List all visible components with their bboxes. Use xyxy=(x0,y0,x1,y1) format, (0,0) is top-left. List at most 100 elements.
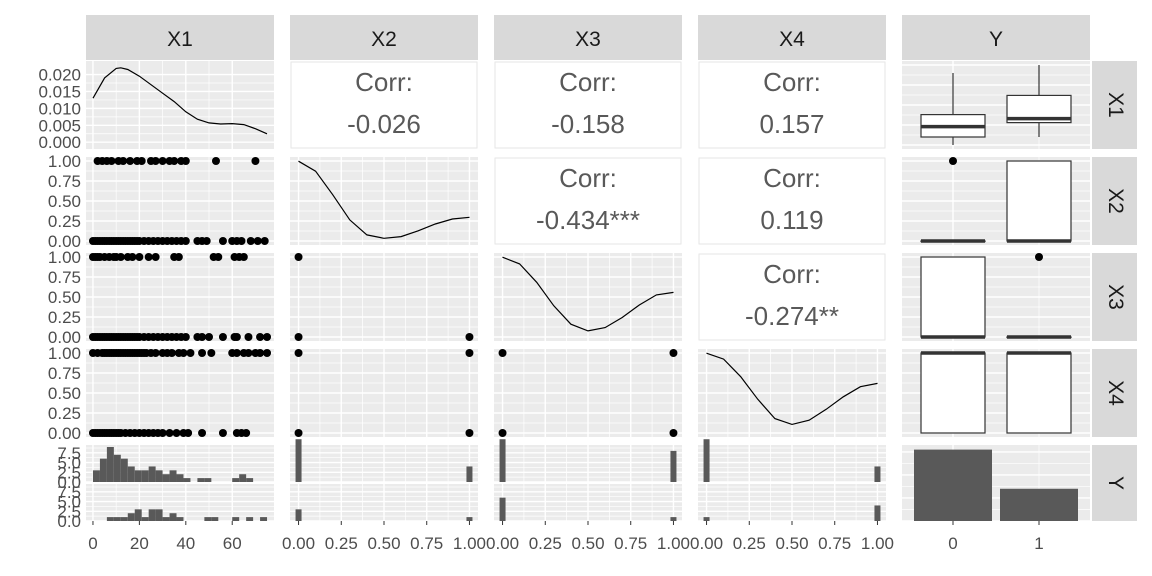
hist-bar xyxy=(169,470,177,482)
hist-bar xyxy=(499,439,506,482)
point xyxy=(202,237,211,245)
hist-bar xyxy=(148,466,156,482)
corr-value: -0.274** xyxy=(745,301,839,331)
panel-box-X3 xyxy=(902,253,1090,341)
panel-box-X1 xyxy=(902,61,1090,149)
boxplot-X3-Y0 xyxy=(920,256,986,339)
panel-hist-X3-Y0 xyxy=(494,439,682,483)
point xyxy=(181,237,190,245)
strip-col-X4 xyxy=(698,15,886,60)
point xyxy=(498,349,507,357)
point xyxy=(260,237,269,245)
point xyxy=(244,349,253,357)
hist-bar xyxy=(295,439,302,482)
ytick-label-X1: 0.020 xyxy=(38,66,81,85)
point xyxy=(251,157,260,165)
ytick-label-X3: 0.75 xyxy=(48,268,81,287)
hist-bar xyxy=(260,517,268,521)
hist-bar xyxy=(141,517,149,521)
point xyxy=(246,237,255,245)
point xyxy=(239,253,248,261)
strip-row-X4 xyxy=(1092,349,1137,437)
xtick-label-X4: 0.50 xyxy=(775,534,808,553)
panel-hist-X1-Y1-bg xyxy=(86,484,274,521)
point xyxy=(174,253,183,261)
point xyxy=(119,157,128,165)
corr-panel-X3-X4: Corr: -0.274** xyxy=(698,253,886,341)
corr-panel-X2-X3: Corr: -0.434*** xyxy=(494,157,682,245)
corr-label: Corr: xyxy=(559,67,617,97)
point xyxy=(198,429,207,437)
ytick-label-X2: 0.00 xyxy=(48,232,81,251)
hist-bar xyxy=(232,478,240,482)
point xyxy=(294,333,303,341)
point xyxy=(181,157,190,165)
ytick-label-X3: 0.25 xyxy=(48,308,81,327)
strip-col-label-X1: X1 xyxy=(167,28,193,51)
strip-col-label-X2: X2 xyxy=(371,28,397,51)
panel-scatter-X1-X2 xyxy=(86,157,274,245)
hist-bar xyxy=(703,517,710,521)
point xyxy=(218,429,227,437)
xtick-label-X3: 0.50 xyxy=(571,534,604,553)
strip-col-X1 xyxy=(86,15,274,60)
panel-box-X4 xyxy=(902,349,1090,437)
hist-bar xyxy=(670,517,677,521)
hist-bar xyxy=(155,470,163,482)
hist-bar xyxy=(874,466,881,482)
xtick-label-Y: 0 xyxy=(948,534,957,553)
corr-label: Corr: xyxy=(763,259,821,289)
ytick-label-X3: 1.00 xyxy=(48,248,81,267)
ytick-label-hist: 0.0 xyxy=(57,473,81,492)
hist-bar xyxy=(99,458,107,482)
corr-panel-X2-X4: Corr: 0.119 xyxy=(698,157,886,245)
point xyxy=(237,237,246,245)
ytick-label-X3: 0.00 xyxy=(48,328,81,347)
strip-row-X3 xyxy=(1092,253,1137,341)
point xyxy=(158,157,167,165)
hist-bar xyxy=(162,517,170,521)
strip-row-label-X1: X1 xyxy=(1104,92,1127,118)
point xyxy=(128,253,137,261)
hist-bar xyxy=(246,517,254,521)
point xyxy=(151,253,160,261)
point xyxy=(256,333,265,341)
box xyxy=(920,352,986,434)
hist-bar xyxy=(120,517,128,521)
panel-hist-X3-Y1 xyxy=(494,484,682,522)
box xyxy=(920,256,986,338)
corr-panel-X1-X4: Corr: 0.157 xyxy=(698,61,886,149)
point xyxy=(172,429,181,437)
ytick-label-hist: 5.0 xyxy=(57,493,81,512)
xtick-label-X3: 0.75 xyxy=(614,534,647,553)
ytick-label-X4: 0.00 xyxy=(48,424,81,443)
hist-bar xyxy=(134,470,142,482)
corr-panel-bg xyxy=(494,61,682,149)
corr-panel-bg xyxy=(698,61,886,149)
panel-density-X4 xyxy=(698,349,886,437)
outlier-point xyxy=(1035,253,1043,261)
ytick-label-X1: 0.010 xyxy=(38,99,81,118)
ytick-label-hist: 7.5 xyxy=(57,483,81,502)
point xyxy=(294,349,303,357)
hist-bar xyxy=(141,470,149,482)
corr-label: Corr: xyxy=(763,163,821,193)
ytick-label-X1: 0.015 xyxy=(38,82,81,101)
hist-bar xyxy=(169,513,177,521)
xtick-label-X1: 0 xyxy=(88,534,97,553)
hist-bar xyxy=(295,509,302,521)
point xyxy=(253,237,262,245)
strip-row-Y xyxy=(1092,445,1137,521)
point xyxy=(135,253,144,261)
panel-density-X1-bg xyxy=(86,61,274,149)
point xyxy=(465,429,474,437)
strip-row-X1 xyxy=(1092,61,1137,149)
xtick-label-X1: 60 xyxy=(223,534,242,553)
hist-bar xyxy=(466,466,473,482)
point xyxy=(158,429,167,437)
point xyxy=(137,157,146,165)
point xyxy=(465,333,474,341)
xtick-label-X4: 0.25 xyxy=(733,534,766,553)
point xyxy=(179,349,188,357)
hist-bar xyxy=(197,478,205,482)
